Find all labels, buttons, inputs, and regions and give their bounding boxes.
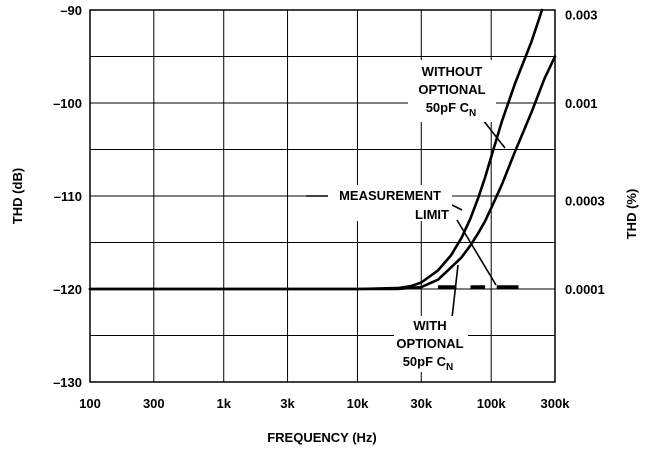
limit-label-line2: LIMIT (415, 207, 449, 222)
plot-frame (89, 9, 556, 383)
y-right-tick-labels: 0.003 0.001 0.0003 0.0001 (565, 7, 605, 297)
limit-label-line1: MEASUREMENT (339, 188, 441, 203)
y-right-axis-title: THD (%) (624, 189, 639, 240)
thd-curve-0 (88, 8, 544, 291)
y-right-tick-label-0: 0.003 (565, 7, 598, 22)
x-tick-label-3: 3k (280, 396, 295, 411)
x-axis-title: FREQUENCY (Hz) (267, 430, 377, 445)
x-tick-labels: 100 300 1k 3k 10k 30k 100k 300k (79, 396, 570, 411)
with-label-line3: 50pF CN (403, 354, 454, 373)
x-tick-label-6: 100k (477, 396, 507, 411)
x-tick-label-2: 1k (216, 396, 231, 411)
without-label-line1: WITHOUT (422, 64, 483, 79)
with-label-line1: WITH (413, 318, 446, 333)
limit-leader-mark (456, 219, 497, 286)
y-left-tick-label-4: –130 (53, 375, 82, 390)
thd-curve-1 (88, 55, 557, 291)
without-label-sub: N (469, 108, 476, 119)
y-left-tick-labels: –90 –100 –110 –120 –130 (53, 3, 82, 390)
without-label-c: 50pF C (426, 100, 470, 115)
without-leader (482, 119, 506, 149)
limit-label-bg (328, 185, 452, 221)
with-label-line2: OPTIONAL (396, 336, 463, 351)
x-tick-label-1: 300 (143, 396, 165, 411)
y-right-tick-label-1: 0.001 (565, 96, 598, 111)
y-left-tick-label-2: –110 (54, 189, 82, 204)
without-label-line2: OPTIONAL (418, 82, 485, 97)
y-right-tick-label-3: 0.0001 (565, 282, 605, 297)
with-label-c: 50pF C (403, 354, 447, 369)
thd-curves (88, 8, 557, 291)
x-tick-label-5: 30k (410, 396, 432, 411)
x-tick-label-0: 100 (79, 396, 101, 411)
annotation-leaders (306, 119, 506, 319)
with-leader (451, 264, 459, 319)
without-label-bg (408, 60, 496, 122)
without-label-line3: 50pF CN (426, 100, 477, 119)
x-tick-label-4: 10k (347, 396, 369, 411)
y-left-tick-label-3: –120 (53, 282, 82, 297)
limit-leader-curve (451, 204, 463, 211)
y-left-axis-title: THD (dB) (10, 168, 25, 224)
x-tick-label-7: 300k (541, 396, 571, 411)
y-right-tick-label-2: 0.0003 (565, 193, 605, 208)
y-left-tick-label-0: –90 (60, 3, 82, 18)
y-left-tick-label-1: –100 (53, 96, 82, 111)
with-label-sub: N (446, 362, 453, 373)
with-label-bg (394, 316, 468, 372)
